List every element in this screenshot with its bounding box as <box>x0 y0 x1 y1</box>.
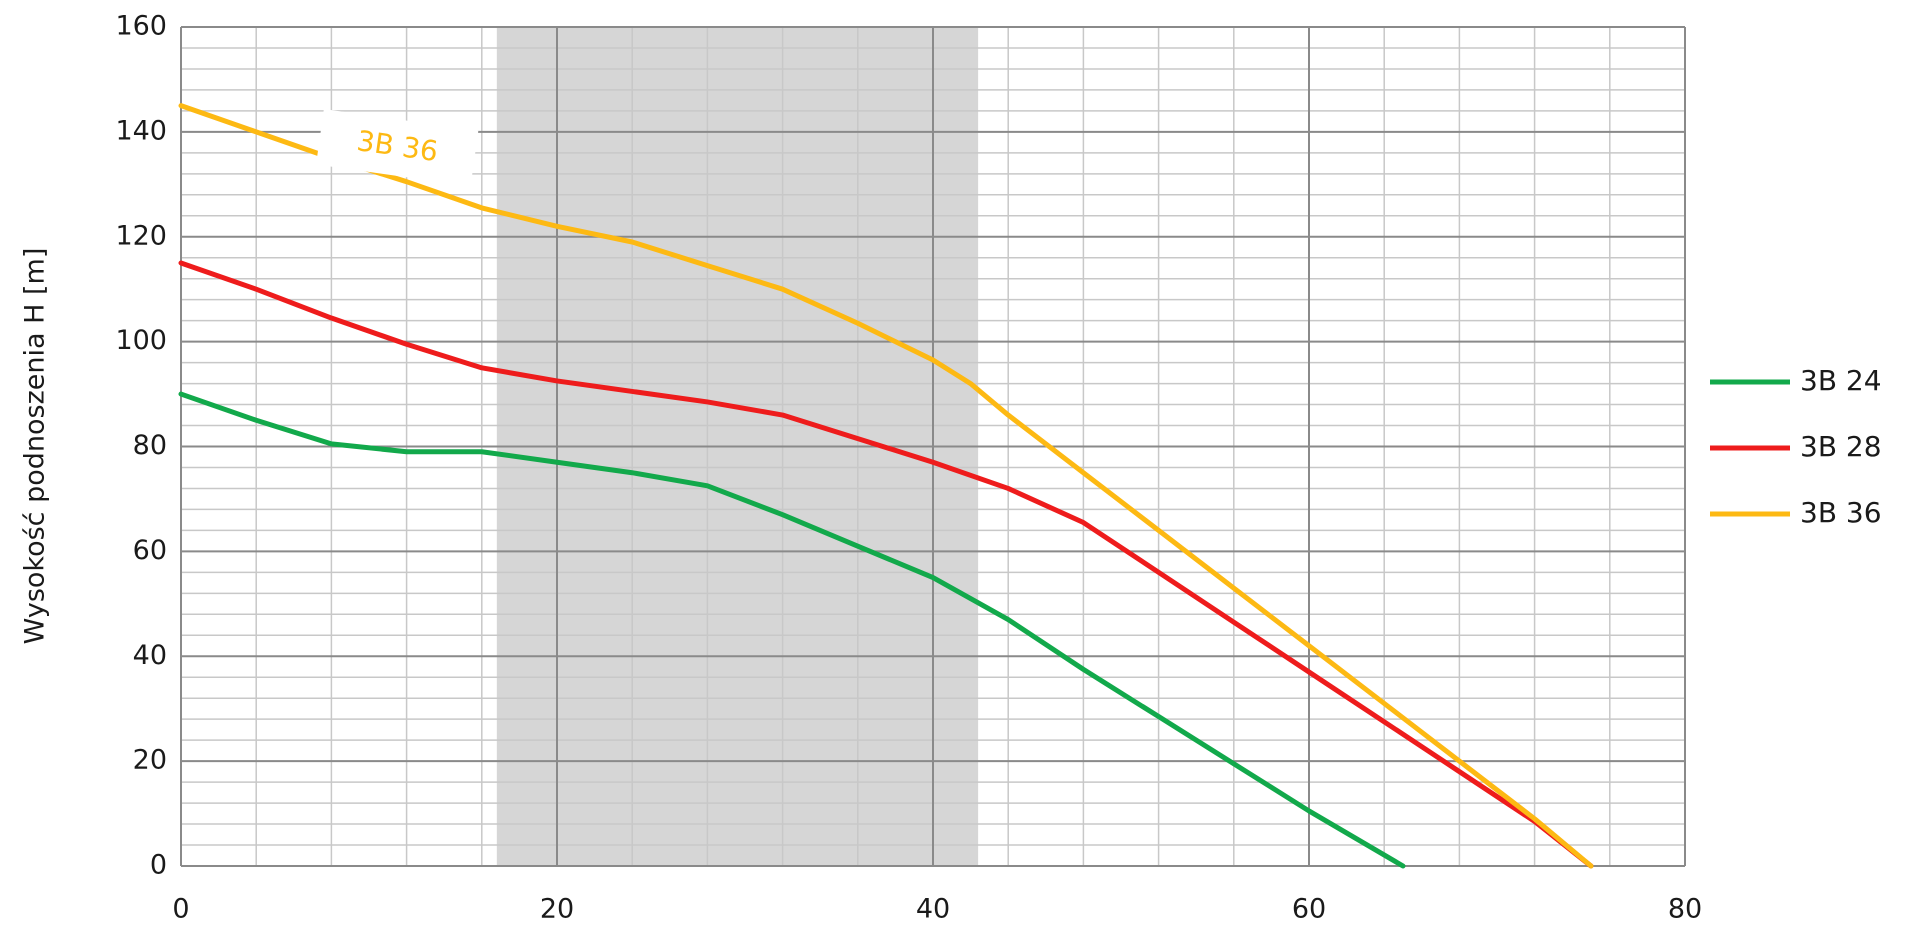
x-tick-label: 60 <box>1292 894 1326 925</box>
y-tick-label: 140 <box>115 115 167 146</box>
y-tick-label: 100 <box>115 325 167 356</box>
y-axis-label: Wysokość podnoszenia H [m] <box>20 248 51 645</box>
annotation: 3B 36 <box>316 109 479 187</box>
legend-label: 3B 36 <box>1800 496 1882 529</box>
y-tick-label: 20 <box>133 745 167 776</box>
y-tick-label: 40 <box>133 640 167 671</box>
y-tick-label: 80 <box>133 430 167 461</box>
x-tick-label: 20 <box>540 894 574 925</box>
series-line <box>178 260 1594 869</box>
legend-label: 3B 24 <box>1800 364 1882 397</box>
y-tick-label: 120 <box>115 220 167 251</box>
series-line <box>178 391 1406 869</box>
y-tick-label: 0 <box>150 850 167 881</box>
x-tick-label: 40 <box>916 894 950 925</box>
x-tick-label: 0 <box>172 894 189 925</box>
annotation-box <box>316 109 479 187</box>
series-line <box>178 103 1594 869</box>
legend-label: 3B 28 <box>1800 430 1882 463</box>
y-tick-label: 60 <box>133 535 167 566</box>
y-tick-label: 160 <box>115 11 167 42</box>
x-tick-label: 80 <box>1668 894 1702 925</box>
